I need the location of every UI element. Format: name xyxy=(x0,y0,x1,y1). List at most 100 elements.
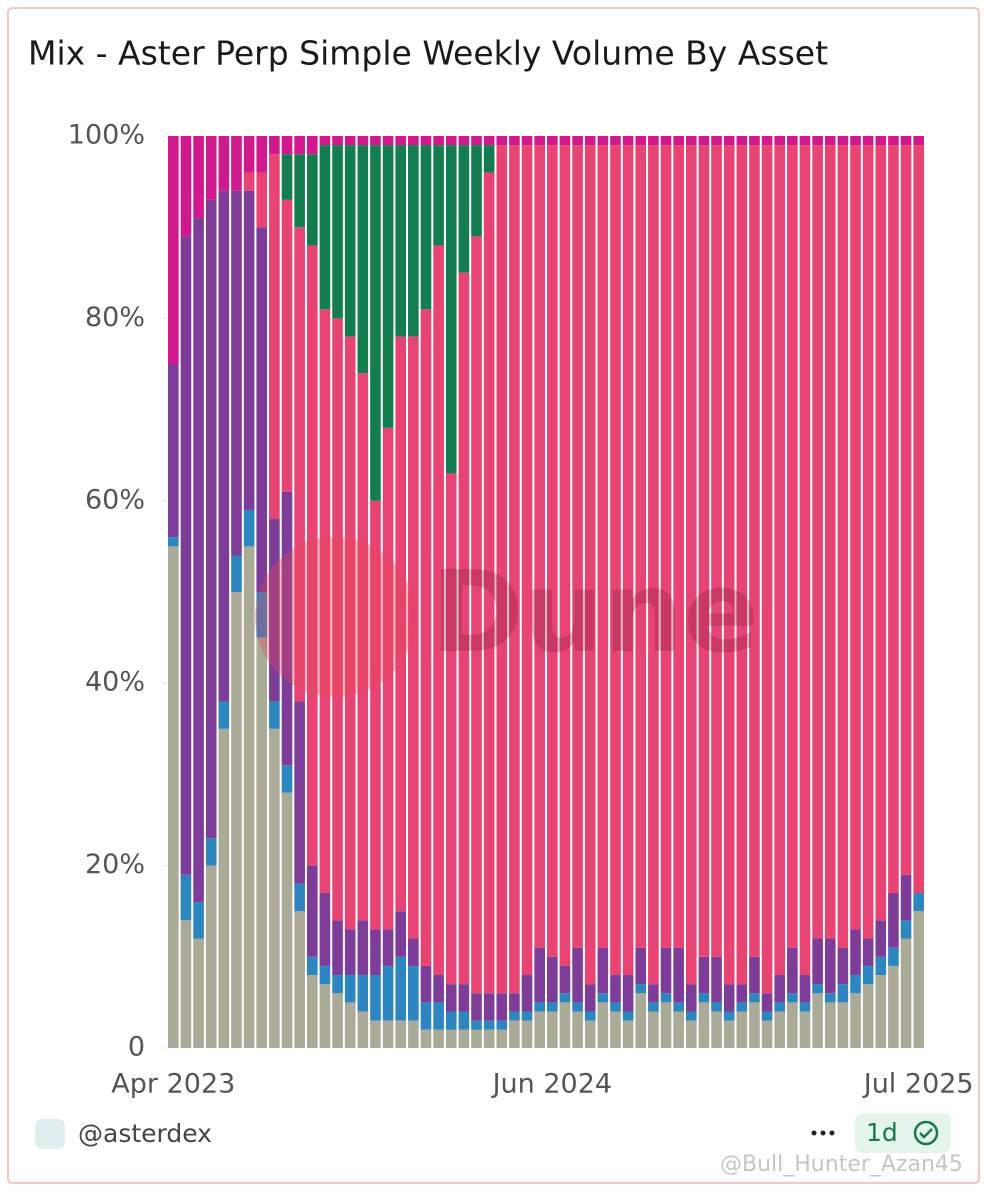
bar-segment xyxy=(572,1002,583,1012)
bar-segment xyxy=(445,1011,457,1030)
bar-segment xyxy=(483,993,495,1021)
bar-segment xyxy=(306,245,318,866)
bar-segment xyxy=(698,145,710,957)
bar-segment xyxy=(837,1002,849,1048)
y-tick-label: 80% xyxy=(85,302,145,333)
bar-segment xyxy=(408,938,419,966)
bar-segment xyxy=(711,1011,722,1048)
bar-segment xyxy=(824,1002,836,1048)
bar-segment xyxy=(433,975,444,1003)
bar-segment xyxy=(774,1011,786,1048)
bar-segment xyxy=(382,929,394,966)
bar-segment xyxy=(875,956,887,976)
bar-segment xyxy=(736,136,748,146)
bar-segment xyxy=(193,902,204,939)
bar-segment xyxy=(521,145,533,976)
bar-segment xyxy=(648,984,659,1003)
bar-segment xyxy=(824,136,836,146)
bar-segment xyxy=(243,509,255,547)
x-tick-label: Jun 2024 xyxy=(491,1069,612,1100)
bar-segment xyxy=(269,728,280,1048)
bar-segment xyxy=(319,892,331,966)
bar-segment xyxy=(559,965,571,994)
bar-segment xyxy=(395,1020,407,1048)
bar-segment xyxy=(231,190,242,556)
bar-segment xyxy=(648,1011,659,1048)
bar-segment xyxy=(635,145,647,948)
bar-segment xyxy=(496,136,508,146)
bar-segment xyxy=(597,993,609,1003)
bar-segment xyxy=(913,145,924,893)
bar-segment xyxy=(408,336,419,939)
bar-segment xyxy=(471,236,482,994)
bar-segment xyxy=(395,136,407,146)
bar-segment xyxy=(534,136,545,146)
bar-segment xyxy=(458,272,470,985)
chart-title: Mix - Aster Perp Simple Weekly Volume By… xyxy=(28,34,828,73)
bar-segment xyxy=(458,1029,470,1048)
bar-segment xyxy=(698,956,710,994)
bar-segment xyxy=(357,136,369,146)
bar-segment xyxy=(787,145,798,948)
bar-segment xyxy=(673,145,684,948)
bar-segment xyxy=(610,1011,621,1048)
bar-segment xyxy=(774,1002,786,1012)
bar-segment xyxy=(243,546,255,1048)
bar-segment xyxy=(685,1020,697,1048)
bar-segment xyxy=(736,1011,748,1048)
bar-segment xyxy=(471,993,482,1021)
bar-segment xyxy=(370,500,381,930)
bar-segment xyxy=(648,1002,659,1012)
bar-segment xyxy=(496,993,508,1021)
avatar xyxy=(35,1119,65,1149)
bar-segment xyxy=(483,172,495,994)
bar-segment xyxy=(344,136,356,146)
bar-segment xyxy=(357,975,369,1012)
bar-segment xyxy=(837,947,849,985)
bar-segment xyxy=(635,947,647,985)
bar-segment xyxy=(243,172,255,191)
bar-segment xyxy=(344,975,356,1003)
bar-segment xyxy=(875,136,887,146)
bar-segment xyxy=(913,136,924,146)
bar-segment xyxy=(319,136,331,146)
bar-segment xyxy=(509,1011,520,1021)
bar-segment xyxy=(837,145,849,948)
bar-segment xyxy=(344,336,356,930)
bar-segment xyxy=(559,136,571,146)
bar-segment xyxy=(660,145,672,948)
bar-segment xyxy=(622,1020,634,1048)
bar-segment xyxy=(749,956,760,994)
bar-segment xyxy=(408,136,419,146)
bar-segment xyxy=(824,993,836,1003)
bar-segment xyxy=(180,920,192,1048)
author[interactable]: @asterdex xyxy=(78,1119,212,1148)
bar-segment xyxy=(294,136,305,155)
bar-segment xyxy=(888,136,899,146)
watermark: Dune xyxy=(431,548,759,678)
bar-segment xyxy=(471,145,482,237)
bar-segment xyxy=(648,145,659,985)
bar-segment xyxy=(370,975,381,1021)
bar-segment xyxy=(445,984,457,1012)
more-menu[interactable] xyxy=(811,1130,835,1136)
bar-segment xyxy=(761,136,773,146)
bar-segment xyxy=(597,1002,609,1048)
bar-segment xyxy=(875,975,887,1048)
bar-segment xyxy=(458,984,470,1012)
bar-segment xyxy=(685,984,697,1012)
bar-segment xyxy=(824,145,836,939)
y-tick-label: 60% xyxy=(85,484,145,515)
bar-segment xyxy=(306,975,318,1048)
bar-segment xyxy=(332,145,343,319)
bar-segment xyxy=(685,145,697,985)
bar-segment xyxy=(509,1020,520,1048)
bar-segment xyxy=(812,984,823,994)
x-tick-label: Jul 2025 xyxy=(862,1069,974,1100)
bar-segment xyxy=(496,1029,508,1048)
bar-segment xyxy=(180,136,192,237)
bar-segment xyxy=(269,701,280,729)
bar-segment xyxy=(900,938,912,1048)
bar-segment xyxy=(610,145,621,976)
bar-segment xyxy=(370,929,381,976)
